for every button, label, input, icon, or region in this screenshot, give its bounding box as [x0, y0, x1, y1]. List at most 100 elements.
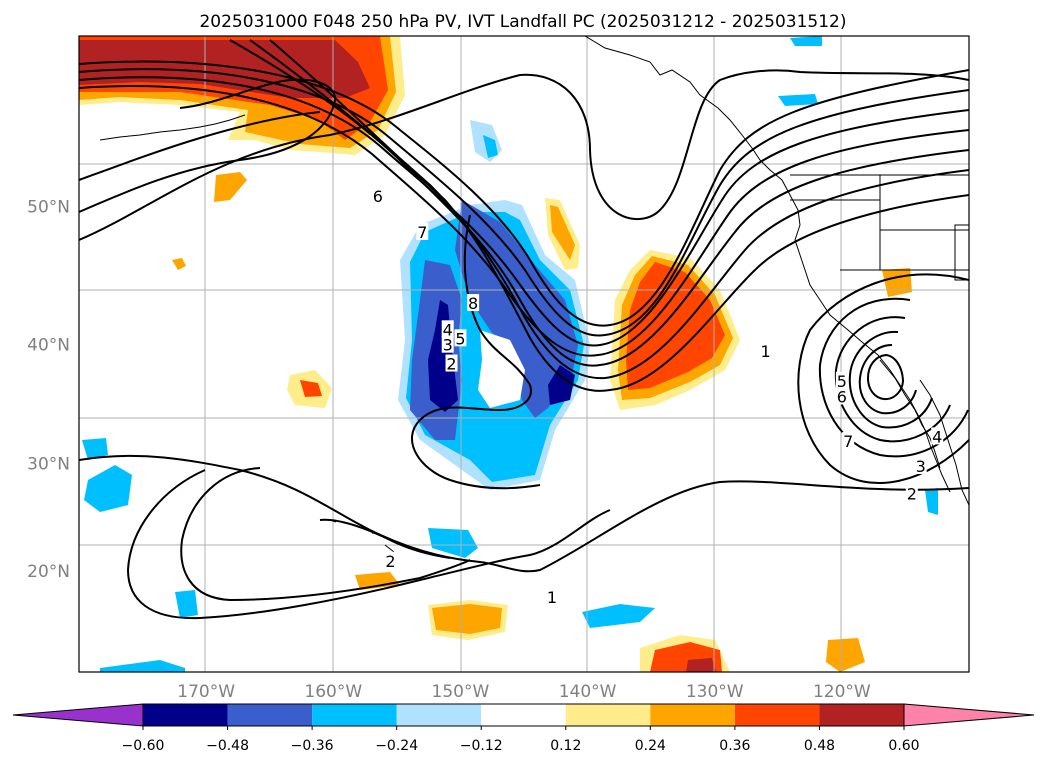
pv-contour-line [797, 273, 969, 485]
contour-label: 3 [443, 336, 453, 355]
contour-label: 8 [468, 294, 478, 313]
shade-patch [175, 590, 198, 618]
shade-patch [686, 658, 716, 672]
us-state-borders [790, 174, 969, 281]
contour-label: 5 [455, 329, 465, 348]
pv-contour-line [79, 111, 321, 181]
pv-contour-line [79, 454, 969, 573]
pv-contour-line [866, 353, 905, 401]
contour-label: 4 [443, 320, 453, 339]
shade-patch [826, 638, 865, 672]
contour-label-bg [914, 456, 927, 474]
contour-label-bg [759, 342, 772, 360]
colorbar-tick-label: 0.36 [719, 738, 750, 754]
shade-patch [82, 438, 108, 460]
colorbar-tick-label: −0.60 [122, 738, 165, 754]
pv-contour-line [79, 76, 969, 347]
colorbar-segment [565, 704, 651, 726]
contour-label-bg [454, 329, 467, 347]
shade-patch [483, 135, 498, 158]
contour-label: 6 [373, 187, 383, 206]
shade-patch [925, 488, 938, 515]
contour-label: 2 [446, 355, 456, 374]
shade-patch [214, 172, 247, 202]
shade-patch [790, 36, 822, 46]
contour-label-bg [467, 294, 480, 312]
lat-tick-label: 40°N [27, 336, 70, 356]
lat-tick-label: 50°N [27, 198, 70, 218]
colorbar-tick-label: 0.12 [550, 738, 581, 754]
shade-patch [100, 660, 185, 672]
colorbar-segment [481, 704, 566, 726]
contour-label-bg [835, 371, 848, 389]
pv-contour-line [848, 330, 933, 429]
contour-label-bg [384, 551, 397, 569]
shade-patch [355, 572, 400, 590]
contour-label-bg [905, 484, 918, 502]
shade-patch [550, 205, 575, 260]
pv-contours [79, 39, 969, 620]
lat-tick-label: 30°N [27, 455, 70, 475]
contour-label-bg [441, 335, 454, 353]
lon-tick-label: 130°W [686, 682, 744, 702]
mainland-mexico-coastline [919, 379, 969, 506]
pv-contour-line [818, 297, 969, 458]
colorbar-segment [227, 704, 313, 726]
contour-label: 2 [907, 485, 917, 504]
pv-contour-line [79, 85, 969, 357]
contour-label-bg [835, 387, 848, 405]
shade-patch [172, 258, 186, 270]
figure-title: 2025031000 F048 250 hPa PV, IVT Landfall… [199, 12, 846, 32]
contour-label-bg [416, 222, 429, 240]
colorbar-extend-high [903, 703, 1035, 727]
colorbar-tick-label: −0.24 [375, 738, 418, 754]
pv-contour-line [180, 467, 471, 602]
lat-tick-label: 20°N [27, 562, 70, 582]
colorbar-tick-label: −0.12 [460, 738, 503, 754]
pv-contour-line [269, 39, 969, 392]
shade-positive-gulf-of-alaska [79, 40, 370, 98]
contour-label: 7 [843, 432, 853, 451]
colorbar-segment [143, 704, 228, 726]
contour-label: 1 [760, 342, 770, 361]
pv-contour-line [126, 469, 611, 620]
shade-patch [432, 604, 502, 634]
map-frame [78, 35, 970, 673]
contour-label: 1 [547, 588, 557, 607]
lon-tick-label: 170°W [177, 682, 235, 702]
contour-label: 2 [385, 552, 395, 571]
pv-contour-line [410, 214, 541, 490]
pv-contour-line [834, 316, 951, 443]
contour-label: 4 [932, 427, 942, 446]
colorbar-tick-label: 0.60 [888, 738, 919, 754]
shade-neutral-hole [478, 330, 525, 408]
lon-tick-label: 120°W [813, 682, 871, 702]
colorbar-segment [819, 704, 904, 726]
contour-label: 3 [916, 457, 926, 476]
colorbar-tick-label: 0.24 [635, 738, 666, 754]
longitude-tick-labels: 170°W 160°W 150°W 140°W 130°W 120°W [177, 682, 871, 702]
colorbar-tick-label: −0.36 [291, 738, 334, 754]
colorbar-tick-label: −0.48 [206, 738, 249, 754]
colorbar: −0.60 −0.48 −0.36 −0.24 −0.12 0.12 0.24 0.36 0.4… [12, 703, 1035, 754]
contour-label-bg [842, 432, 855, 450]
contour-label-bg [371, 186, 384, 204]
pv-contour-line [79, 69, 969, 241]
north-america-coastline [584, 36, 951, 493]
lon-tick-label: 160°W [304, 682, 362, 702]
contour-label-bg [445, 354, 458, 372]
contour-label-bg [931, 427, 944, 445]
lon-tick-label: 140°W [559, 682, 617, 702]
lon-tick-label: 150°W [432, 682, 490, 702]
pv-contour-line [858, 344, 917, 415]
latitude-tick-labels: 20°N 30°N 40°N 50°N [27, 198, 70, 583]
colorbar-segment [396, 704, 482, 726]
shade-negative-trough [428, 300, 458, 412]
colorbar-extend-low [12, 703, 144, 727]
contour-label: 7 [417, 223, 427, 242]
contour-label-bg [441, 320, 454, 338]
contour-label: 6 [837, 387, 847, 406]
colorbar-segment [312, 704, 397, 726]
